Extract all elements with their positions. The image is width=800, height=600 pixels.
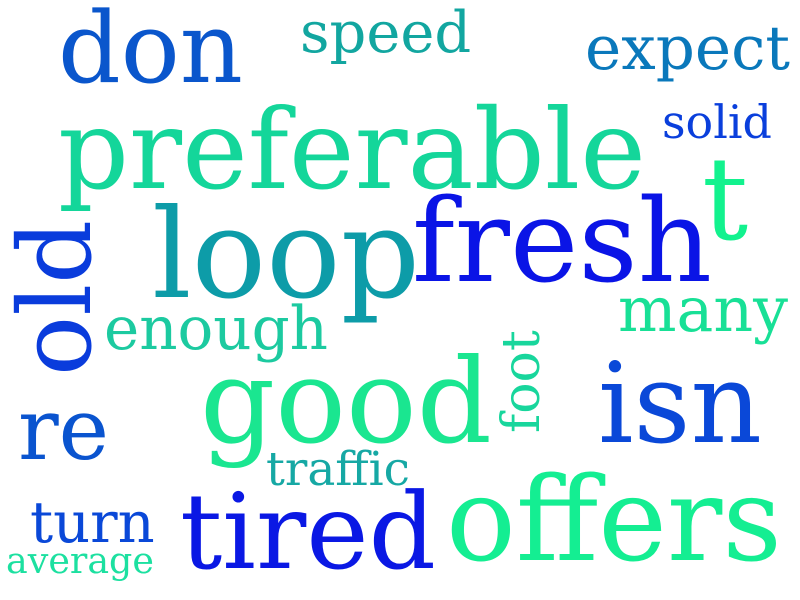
word-offers: offers xyxy=(446,452,782,588)
word-good: good xyxy=(200,333,492,471)
word-average: average xyxy=(6,538,154,582)
word-don: don xyxy=(58,0,243,106)
word-speed: speed xyxy=(300,0,472,67)
word-t: t xyxy=(702,132,749,267)
word-expect: expect xyxy=(585,13,790,85)
word-traffic: traffic xyxy=(266,441,410,497)
word-foot: foot xyxy=(492,330,552,433)
word-loop: loop xyxy=(152,183,420,328)
word-many: many xyxy=(618,274,788,347)
word-solid: solid xyxy=(662,95,772,150)
word-re: re xyxy=(18,381,110,481)
word-preferable: preferable xyxy=(58,85,646,215)
word-old: old xyxy=(0,220,114,377)
word-tired: tired xyxy=(180,470,436,594)
word-isn: isn xyxy=(598,340,762,470)
word-turn: turn xyxy=(30,489,155,557)
word-fresh: fresh xyxy=(412,175,712,310)
word-enough: enough xyxy=(104,295,328,365)
